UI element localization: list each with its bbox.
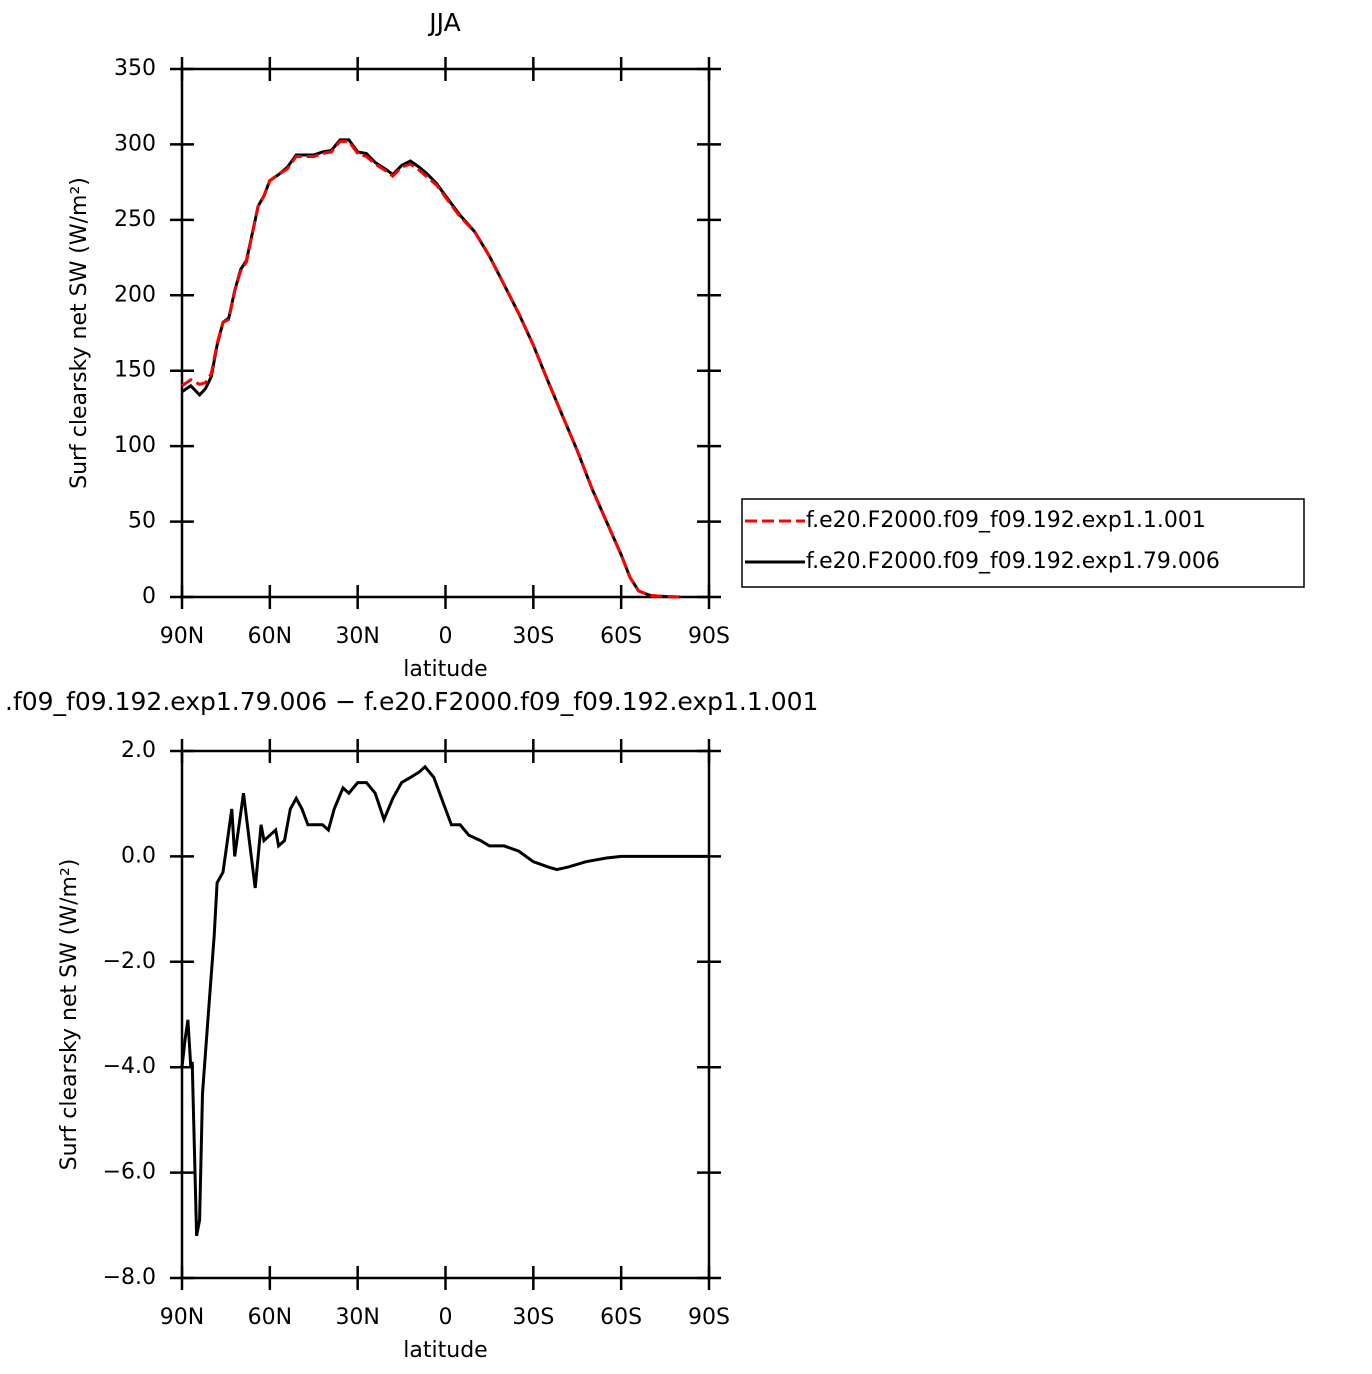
plot-frame: [180, 67, 711, 599]
y-tick-label: 350: [114, 56, 156, 81]
legend-label: f.e20.F2000.f09_f09.192.exp1.79.006: [806, 549, 1220, 574]
y-tick-label: 2.0: [121, 738, 156, 763]
x-tick-label: 0: [439, 1305, 453, 1330]
x-tick-label: 30N: [335, 624, 379, 649]
data-line: [180, 764, 709, 1237]
x-tick-label: 90N: [160, 1305, 204, 1330]
x-axis-label: latitude: [403, 1338, 487, 1363]
y-tick-label: −4.0: [103, 1054, 156, 1079]
y-tick-label: −6.0: [103, 1160, 156, 1185]
y-tick-label: 300: [114, 131, 156, 156]
x-tick-label: 90S: [688, 1305, 730, 1330]
x-tick-label: 90S: [688, 624, 730, 649]
y-axis-label: Surf clearsky net SW (W/m²): [57, 859, 82, 1171]
x-tick-label: 30N: [335, 1305, 379, 1330]
y-tick-label: 200: [114, 282, 156, 307]
y-tick-label: 150: [114, 358, 156, 383]
y-tick-label: 50: [128, 509, 156, 534]
x-tick-label: 60S: [600, 1305, 642, 1330]
chart-title: .f09_f09.192.exp1.79.006 − f.e20.F2000.f…: [5, 687, 818, 716]
y-axis-label: Surf clearsky net SW (W/m²): [67, 177, 92, 489]
y-tick-label: −8.0: [103, 1265, 156, 1290]
x-tick-label: 90N: [160, 624, 204, 649]
y-tick-label: 250: [114, 207, 156, 232]
y-tick-label: 100: [114, 433, 156, 458]
x-tick-label: 0: [439, 624, 453, 649]
x-tick-label: 30S: [512, 624, 554, 649]
y-tick-label: −2.0: [103, 949, 156, 974]
plot-frame: [180, 749, 711, 1280]
y-tick-label: 0: [142, 584, 156, 609]
x-axis-label: latitude: [403, 657, 487, 682]
y-tick-label: 0.0: [121, 843, 156, 868]
x-tick-label: 60N: [248, 1305, 292, 1330]
x-tick-label: 60N: [248, 624, 292, 649]
x-tick-label: 60S: [600, 624, 642, 649]
legend-box: [741, 498, 1305, 588]
chart-title: JJA: [427, 8, 460, 37]
legend-label: f.e20.F2000.f09_f09.192.exp1.1.001: [806, 508, 1206, 533]
x-tick-label: 30S: [512, 1305, 554, 1330]
data-line: [181, 139, 680, 599]
